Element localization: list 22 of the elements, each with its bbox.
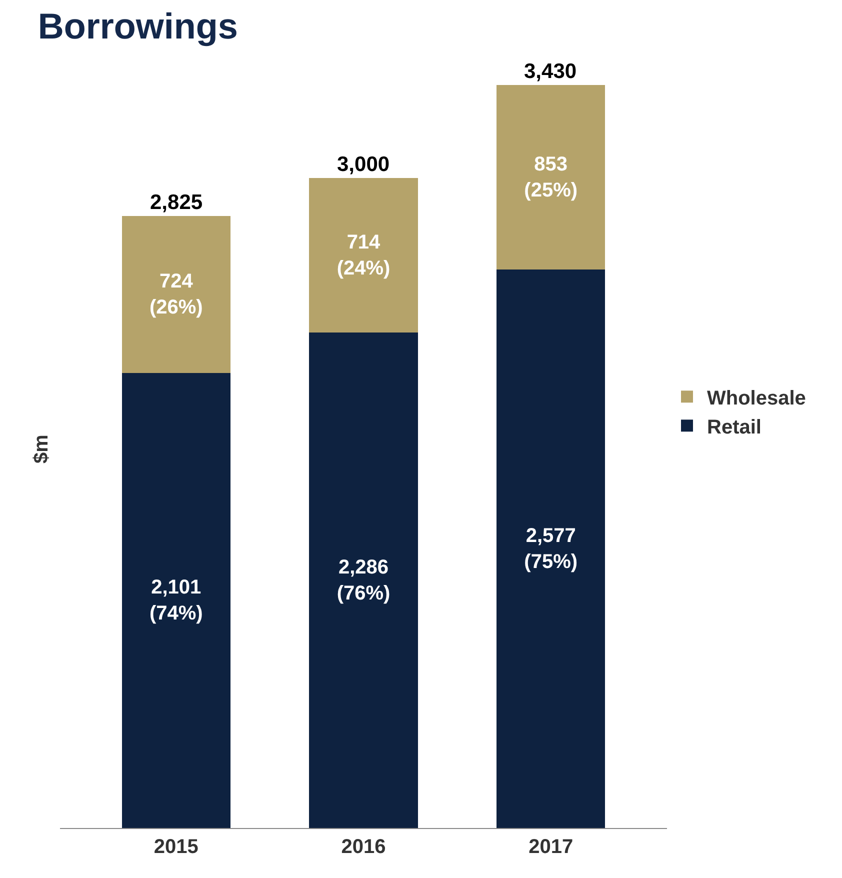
data-label: 2,577 (75%) xyxy=(524,524,578,573)
total-label: 3,000 xyxy=(337,153,390,176)
y-axis-title: $m xyxy=(30,434,52,464)
bar xyxy=(496,84,606,270)
bar xyxy=(309,178,418,333)
bar xyxy=(309,332,418,828)
total-label: 3,430 xyxy=(524,60,577,83)
data-label: 714 (24%) xyxy=(336,231,390,280)
data-label: 2,286 (76%) xyxy=(336,556,390,604)
chart-title: Borrowings xyxy=(38,5,238,46)
bar xyxy=(122,216,230,373)
legend-label: Wholesale xyxy=(707,387,806,410)
data-label: 853 (25%) xyxy=(524,153,578,202)
x-tick-label: 2015 xyxy=(154,836,198,858)
legend-label: Retail xyxy=(707,416,762,438)
data-label: 724 (26%) xyxy=(149,270,203,318)
x-tick-label: 2017 xyxy=(528,836,574,858)
bar xyxy=(496,270,606,828)
x-tick-label: 2016 xyxy=(341,836,386,858)
total-label: 2,825 xyxy=(150,191,203,214)
data-label: 2,101 (74%) xyxy=(149,576,203,624)
bar xyxy=(122,372,230,828)
